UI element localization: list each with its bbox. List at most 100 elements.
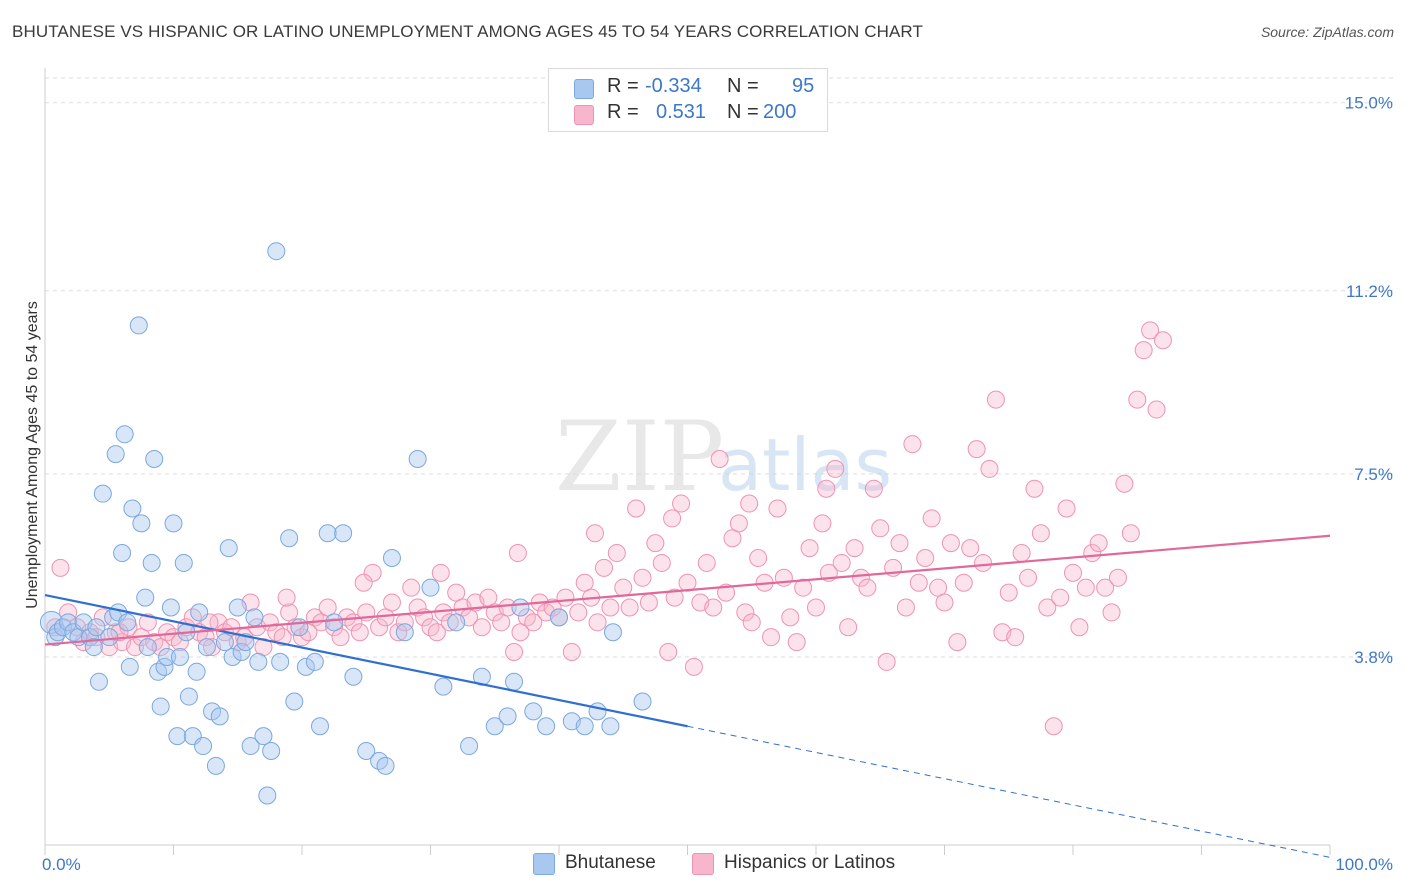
data-point-hispanics — [665, 588, 684, 607]
data-point-bhutanese — [158, 647, 177, 666]
data-point-hispanics — [781, 608, 800, 627]
data-point-bhutanese — [170, 647, 189, 666]
data-point-hispanics — [110, 623, 129, 642]
trend-lines — [44, 534, 1331, 858]
data-point-bhutanese — [46, 628, 65, 647]
data-point-bhutanese — [421, 578, 440, 597]
data-point-hispanics — [684, 657, 703, 676]
data-point-hispanics — [543, 598, 562, 617]
data-point-bhutanese — [228, 598, 247, 617]
data-point-hispanics — [839, 618, 858, 637]
data-point-bhutanese — [89, 672, 108, 691]
data-point-bhutanese — [120, 657, 139, 676]
data-point-bhutanese — [168, 727, 187, 746]
data-point-bhutanese — [498, 707, 517, 726]
axes — [44, 68, 1331, 855]
data-point-bhutanese — [118, 613, 137, 632]
data-point-hispanics — [890, 534, 909, 553]
legend-n-value: 95 — [792, 75, 815, 97]
data-point-hispanics — [663, 509, 682, 528]
data-point-hispanics — [794, 578, 813, 597]
data-point-bhutanese — [434, 677, 453, 696]
data-point-hispanics — [967, 440, 986, 459]
data-point-hispanics — [1012, 544, 1031, 563]
data-point-bhutanese — [603, 623, 622, 642]
data-point-hispanics — [736, 603, 755, 622]
data-point-hispanics — [363, 563, 382, 582]
data-point-hispanics — [556, 588, 575, 607]
data-point-hispanics — [1153, 331, 1172, 350]
data-point-bhutanese — [267, 242, 286, 261]
data-point-hispanics — [633, 568, 652, 587]
data-point-bhutanese — [296, 657, 315, 676]
trend-line-bhutanese — [44, 594, 688, 728]
data-point-bhutanese — [210, 707, 229, 726]
data-point-bhutanese — [408, 450, 427, 469]
legend-r-value: 0.531 — [656, 101, 707, 123]
data-point-bhutanese — [395, 623, 414, 642]
data-point-bhutanese — [524, 702, 543, 721]
data-point-hispanics — [1115, 474, 1134, 493]
data-point-hispanics — [472, 618, 491, 637]
data-point-hispanics — [961, 539, 980, 558]
data-point-hispanics — [941, 534, 960, 553]
data-point-hispanics — [774, 568, 793, 587]
data-point-hispanics — [511, 623, 530, 642]
data-point-bhutanese — [187, 662, 206, 681]
series-hispanics-points — [46, 321, 1172, 736]
data-point-hispanics — [1076, 578, 1095, 597]
legend-swatch-bhutanese — [574, 79, 594, 99]
data-point-hispanics — [151, 638, 170, 657]
data-point-hispanics — [627, 499, 646, 518]
data-point-bhutanese — [258, 786, 277, 805]
data-point-bhutanese — [334, 524, 353, 543]
legend-swatch-hispanics — [574, 105, 594, 125]
data-point-bhutanese — [219, 539, 238, 558]
data-point-hispanics — [431, 563, 450, 582]
data-point-hispanics — [1031, 524, 1050, 543]
data-point-bhutanese — [194, 737, 213, 756]
data-point-hispanics — [498, 598, 517, 617]
data-point-bhutanese — [232, 643, 251, 662]
data-point-bhutanese — [588, 702, 607, 721]
data-point-hispanics — [524, 613, 543, 632]
data-point-hispanics — [601, 598, 620, 617]
data-point-hispanics — [864, 479, 883, 498]
data-point-bhutanese — [575, 717, 594, 736]
data-point-hispanics — [1064, 563, 1082, 582]
data-point-hispanics — [277, 588, 296, 607]
data-point-hispanics — [851, 568, 870, 587]
data-point-hispanics — [594, 558, 613, 577]
watermark-zip: ZIP — [555, 401, 724, 513]
data-point-hispanics — [1096, 578, 1115, 597]
data-point-bhutanese — [285, 692, 304, 711]
data-point-hispanics — [1038, 598, 1057, 617]
data-point-hispanics — [646, 534, 665, 553]
data-point-bhutanese — [142, 553, 161, 572]
chart-source: Source: ZipAtlas.com — [1260, 24, 1394, 40]
data-point-hispanics — [1089, 534, 1108, 553]
data-point-hispanics — [1019, 568, 1038, 587]
x-tick-label: 100.0% — [1335, 855, 1393, 874]
legend-label-bhutanese: Bhutanese — [565, 852, 656, 873]
data-point-bhutanese — [550, 608, 568, 627]
data-point-hispanics — [762, 628, 781, 647]
legend-swatch-bhutanese — [533, 853, 555, 875]
data-point-hispanics — [51, 558, 70, 577]
data-point-hispanics — [331, 628, 350, 647]
data-point-hispanics — [832, 553, 851, 572]
y-tick-label: 7.5% — [1354, 465, 1393, 484]
data-point-hispanics — [639, 593, 658, 612]
trend-line-bhutanese-extension — [687, 725, 1331, 858]
data-point-hispanics — [929, 578, 948, 597]
data-point-bhutanese — [84, 638, 103, 657]
data-point-hispanics — [1121, 524, 1140, 543]
data-point-bhutanese — [113, 544, 132, 563]
watermark: ZIP atlas — [555, 401, 892, 513]
data-point-hispanics — [948, 633, 967, 652]
data-point-bhutanese — [161, 598, 180, 617]
data-point-hispanics — [354, 573, 373, 592]
data-point-hispanics — [986, 390, 1005, 409]
data-point-hispanics — [916, 548, 935, 567]
